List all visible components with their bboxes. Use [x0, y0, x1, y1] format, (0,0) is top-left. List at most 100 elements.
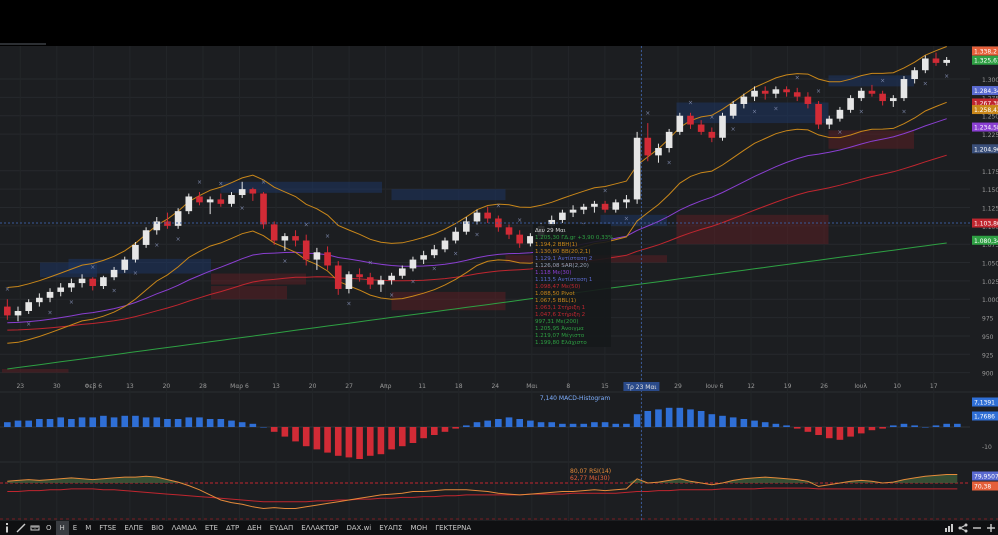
candle-body[interactable]: [46, 291, 54, 298]
candle-body[interactable]: [516, 234, 524, 244]
candle-body[interactable]: [836, 109, 844, 119]
toolbar-item[interactable]: ΜΟΗ: [410, 524, 428, 532]
toolbar-item[interactable]: ΛΑΜΔΑ: [171, 524, 197, 532]
toolbar-item[interactable]: Ο: [46, 524, 52, 532]
candle-body[interactable]: [302, 240, 310, 260]
candle-body[interactable]: [57, 287, 65, 292]
toolbar-item[interactable]: Μ: [85, 524, 92, 532]
toolbar-item[interactable]: Ε: [72, 524, 78, 532]
toolbar-item[interactable]: FTSE: [99, 524, 117, 532]
candle-body[interactable]: [943, 59, 950, 63]
candle-body[interactable]: [398, 268, 406, 276]
candle-body[interactable]: [238, 189, 246, 196]
candle-body[interactable]: [900, 79, 908, 99]
candle-body[interactable]: [783, 89, 790, 93]
candle-body[interactable]: [633, 137, 641, 200]
candle-body[interactable]: [719, 115, 726, 138]
candle-body[interactable]: [452, 231, 459, 241]
candle-body[interactable]: [473, 212, 481, 222]
toolbar-item[interactable]: ΕΛΛΑΚΤΩΡ: [301, 524, 339, 532]
candle-body[interactable]: [153, 221, 161, 231]
candle-body[interactable]: [559, 212, 566, 220]
candle-body[interactable]: [409, 259, 417, 269]
candle-body[interactable]: [228, 195, 235, 204]
candle-body[interactable]: [89, 278, 97, 287]
candle-body[interactable]: [548, 219, 556, 226]
candle-body[interactable]: [484, 212, 491, 219]
candle-body[interactable]: [441, 240, 449, 250]
candle-body[interactable]: [815, 103, 822, 125]
candle-body[interactable]: [4, 306, 11, 316]
share-icon[interactable]: [956, 521, 970, 535]
candle-body[interactable]: [324, 252, 331, 266]
candle-body[interactable]: [804, 96, 812, 104]
candle-body[interactable]: [889, 98, 897, 102]
candle-body[interactable]: [313, 252, 321, 260]
toolbar-item[interactable]: DAX.wi: [346, 524, 372, 532]
candle-body[interactable]: [623, 199, 630, 203]
candle-body[interactable]: [292, 236, 299, 241]
candle-body[interactable]: [922, 58, 929, 71]
candle-body[interactable]: [569, 209, 577, 213]
candle-body[interactable]: [110, 269, 118, 278]
candle-body[interactable]: [132, 244, 139, 260]
candle-body[interactable]: [174, 211, 182, 226]
candle-body[interactable]: [121, 259, 129, 270]
candle-body[interactable]: [14, 310, 22, 316]
candle-body[interactable]: [740, 96, 748, 104]
ruler-icon[interactable]: [28, 521, 42, 535]
candle-body[interactable]: [270, 224, 278, 241]
candle-body[interactable]: [665, 131, 673, 149]
candle-body[interactable]: [68, 283, 75, 288]
candle-body[interactable]: [761, 90, 769, 94]
candle-body[interactable]: [334, 265, 342, 289]
candle-body[interactable]: [580, 206, 588, 210]
candle-body[interactable]: [772, 89, 780, 94]
candle-body[interactable]: [911, 70, 918, 80]
candle-body[interactable]: [857, 90, 865, 99]
candle-body[interactable]: [868, 90, 876, 94]
chart-type-icon[interactable]: [942, 521, 956, 535]
draw-line-icon[interactable]: [14, 521, 28, 535]
candle-body[interactable]: [377, 280, 385, 285]
candle-body[interactable]: [495, 218, 502, 228]
candle-body[interactable]: [217, 199, 225, 204]
zoom-out-icon[interactable]: [970, 521, 984, 535]
candle-body[interactable]: [78, 278, 86, 284]
candle-body[interactable]: [463, 221, 470, 232]
toolbar-item[interactable]: ΔΕΗ: [247, 524, 262, 532]
zoom-in-icon[interactable]: [984, 521, 998, 535]
candle-body[interactable]: [196, 196, 203, 203]
toolbar-item[interactable]: ΕΥΔΑΠ: [269, 524, 294, 532]
candle-body[interactable]: [932, 58, 940, 63]
toolbar-item[interactable]: ΕΛΠΕ: [124, 524, 144, 532]
candle-body[interactable]: [825, 118, 833, 125]
candle-body[interactable]: [366, 277, 374, 285]
candle-body[interactable]: [206, 199, 214, 203]
candle-body[interactable]: [100, 277, 107, 287]
toolbar-item[interactable]: ΔΤΡ: [225, 524, 240, 532]
candle-body[interactable]: [527, 236, 534, 244]
candle-body[interactable]: [505, 227, 513, 235]
candle-body[interactable]: [676, 115, 684, 132]
toolbar-item[interactable]: Η: [55, 521, 69, 535]
candle-body[interactable]: [36, 297, 43, 303]
candle-body[interactable]: [591, 203, 598, 207]
candle-body[interactable]: [420, 255, 427, 260]
candle-body[interactable]: [356, 274, 363, 278]
candle-body[interactable]: [612, 202, 620, 210]
candle-body[interactable]: [697, 124, 705, 132]
candle-body[interactable]: [345, 274, 353, 289]
candle-body[interactable]: [142, 230, 150, 245]
chart-svg[interactable]: × × × × × × × × × × × × × × × × × × × × × × × × × × × × × × × × × × × × × × × ×…: [0, 46, 998, 521]
toolbar-item[interactable]: ΕΥΑΠΣ: [379, 524, 403, 532]
candle-body[interactable]: [260, 193, 267, 225]
candle-body[interactable]: [25, 302, 32, 311]
candle-body[interactable]: [708, 131, 716, 138]
toolbar-item[interactable]: ΒΙΟ: [151, 524, 164, 532]
candle-body[interactable]: [281, 236, 289, 241]
chart-area[interactable]: × × × × × × × × × × × × × × × × × × × × × × × × × × × × × × × × × × × × × × × ×…: [0, 46, 998, 521]
candle-body[interactable]: [751, 90, 758, 97]
toolbar-item[interactable]: ΕΤΕ: [204, 524, 218, 532]
candle-body[interactable]: [185, 196, 193, 212]
